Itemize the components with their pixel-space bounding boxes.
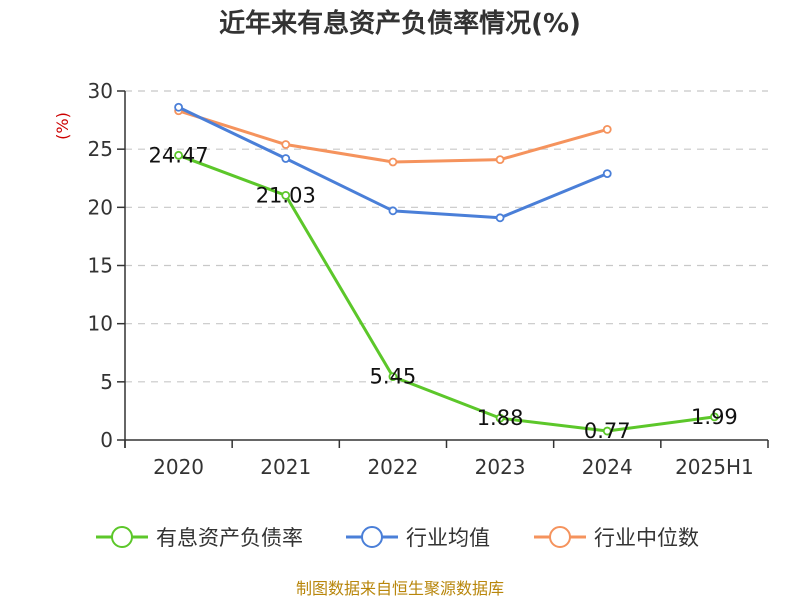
x-tick-label: 2022 — [367, 455, 418, 479]
data-label: 1.99 — [691, 405, 738, 429]
y-tick-label: 5 — [100, 370, 113, 394]
y-tick-label: 10 — [88, 312, 113, 336]
legend[interactable]: 有息资产负债率 行业均值 行业中位数 — [96, 526, 699, 550]
x-tick-label: 2023 — [475, 455, 526, 479]
data-point[interactable] — [602, 169, 612, 178]
data-label: 24.47 — [149, 143, 209, 167]
x-tick-label: 2021 — [260, 455, 311, 479]
data-labels: 24.47 21.03 5.45 1.88 0.77 1.99 — [149, 143, 738, 443]
data-label: 1.88 — [477, 406, 524, 430]
y-tick-label: 0 — [100, 428, 113, 452]
data-label: 5.45 — [370, 365, 417, 389]
data-point[interactable] — [281, 190, 291, 200]
y-axis-label: (%) — [53, 112, 72, 140]
chart-title: 近年来有息资产负债率情况(%) — [219, 8, 581, 39]
series-line — [178, 153, 715, 433]
data-point[interactable] — [495, 155, 505, 165]
grid — [125, 90, 768, 383]
data-point[interactable] — [174, 102, 183, 112]
series-layer — [174, 102, 719, 436]
y-tick-label: 30 — [88, 79, 113, 103]
data-label: 21.03 — [256, 183, 316, 207]
data-point[interactable] — [710, 412, 719, 422]
legend-swatch-marker — [549, 526, 571, 548]
data-point[interactable] — [495, 213, 505, 223]
y-tick-label: 25 — [88, 137, 113, 161]
data-point[interactable] — [281, 140, 291, 149]
data-point[interactable] — [602, 426, 612, 436]
legend-label[interactable]: 有息资产负债率 — [156, 526, 303, 550]
data-point[interactable] — [388, 372, 398, 381]
legend-swatch-marker — [111, 526, 133, 548]
data-point[interactable] — [602, 124, 612, 134]
data-point[interactable] — [388, 206, 398, 216]
legend-label[interactable]: 行业中位数 — [594, 526, 699, 550]
x-tick-label: 2024 — [582, 455, 633, 479]
data-label: 0.77 — [584, 419, 631, 443]
x-tick-label: 2020 — [153, 455, 204, 479]
data-point[interactable] — [281, 154, 291, 163]
legend-label[interactable]: 行业均值 — [406, 526, 490, 550]
axes: 0 5 10 15 20 25 30 2020 2021 2022 2023 2024 2025H1 — [88, 79, 769, 479]
data-point[interactable] — [495, 413, 505, 423]
data-point[interactable] — [388, 157, 398, 167]
source-note: 制图数据来自恒生聚源数据库 — [296, 579, 504, 598]
legend-swatch-marker — [361, 526, 383, 548]
y-tick-label: 15 — [88, 254, 113, 278]
y-tick-label: 20 — [88, 195, 113, 219]
x-tick-label: 2025H1 — [675, 455, 754, 479]
data-point[interactable] — [174, 150, 183, 160]
